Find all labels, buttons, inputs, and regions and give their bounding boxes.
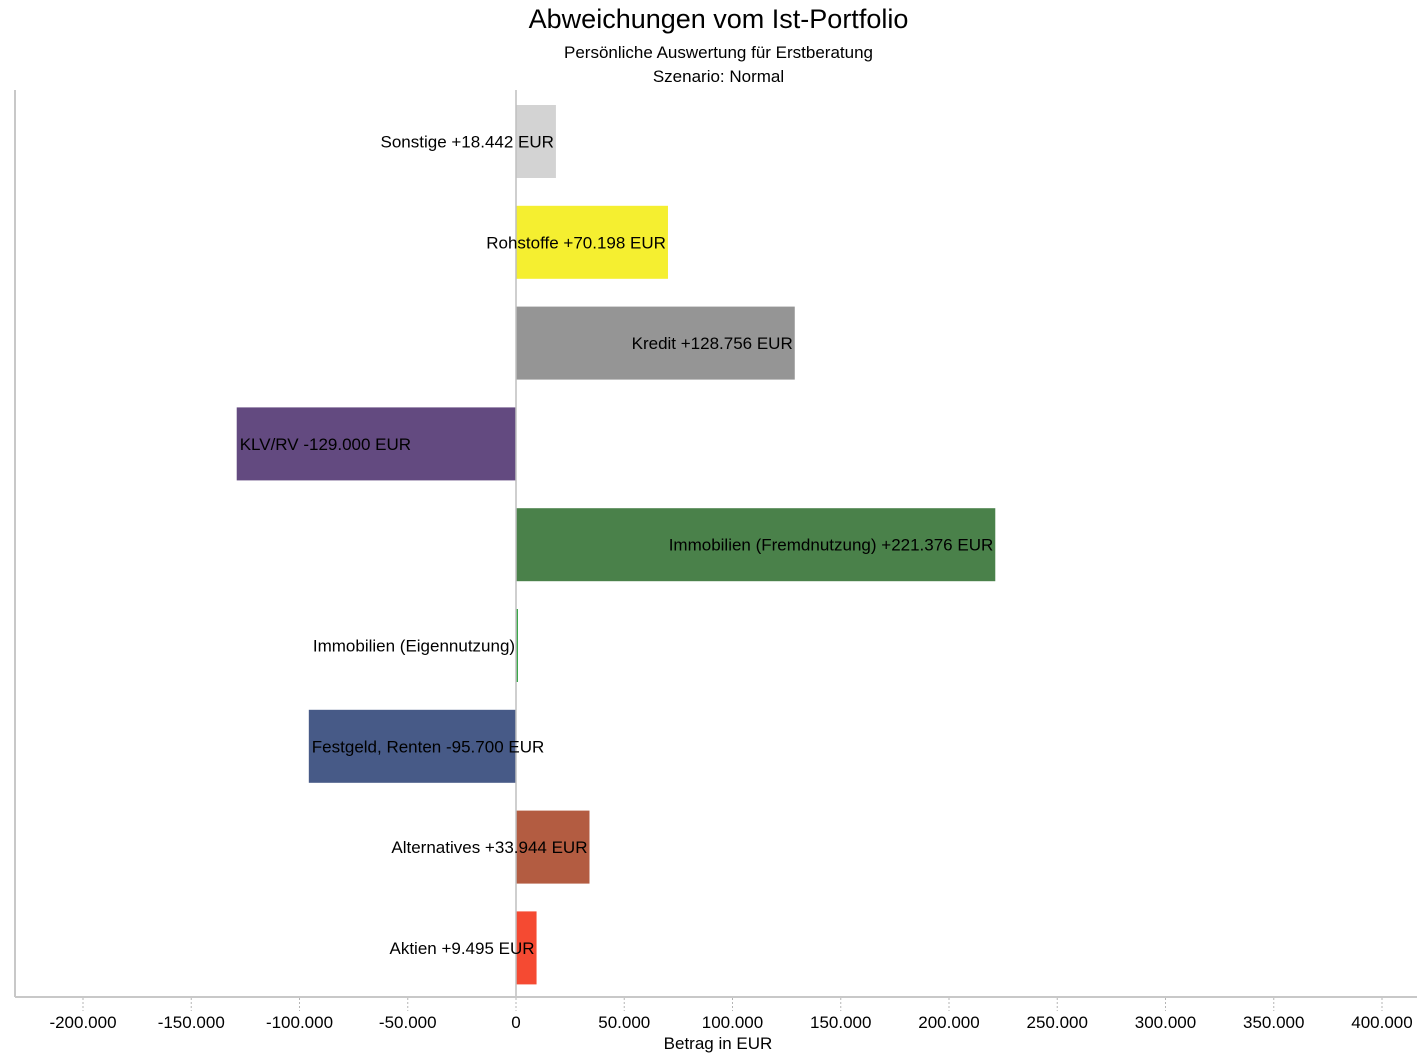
x-tick-label: -50.000 [379,1013,437,1032]
bar-label-immobilien-fremdnutzung: Immobilien (Fremdnutzung) +221.376 EUR [669,536,994,555]
bar-label-rohstoffe: Rohstoffe +70.198 EUR [486,233,666,252]
chart-title: Abweichungen vom Ist-Portfolio [528,4,909,34]
x-tick-label: 150.000 [810,1013,871,1032]
x-tick-label: 100.000 [702,1013,763,1032]
x-tick-label: 200.000 [918,1013,979,1032]
bar-immobilien-eigennutzung [516,609,518,682]
bar-label-sonstige: Sonstige +18.442 EUR [381,133,554,152]
x-axis-title: Betrag in EUR [664,1034,773,1053]
bar-festgeld-renten [308,709,516,783]
bar-label-klv-rv: KLV/RV -129.000 EUR [240,435,411,454]
x-tick-label: 400.000 [1351,1013,1412,1032]
bar-alternatives [516,810,590,884]
chart-scenario: Szenario: Normal [652,67,785,86]
bar-klv-rv [236,407,516,481]
x-tick-label: 50.000 [598,1013,650,1032]
bar-label-festgeld-renten: Festgeld, Renten -95.700 EUR [312,737,544,756]
bars-layer [236,105,996,985]
x-tick-label: -100.000 [266,1013,333,1032]
bar-immobilien-fremdnutzung [516,508,996,582]
labels-layer: Sonstige +18.442 EUR Rohstoffe +70.198 EU… [240,133,994,958]
chart-subtitle: Persönliche Auswertung für Erstberatung [563,43,873,62]
x-tick-label: -200.000 [49,1013,116,1032]
x-tick-label: 350.000 [1243,1013,1304,1032]
bar-label-aktien: Aktien +9.495 EUR [389,939,534,958]
bar-label-immobilien-eigennutzung: Immobilien (Eigennutzung) [313,637,515,656]
x-tick-label: -150.000 [158,1013,225,1032]
bar-label-kredit: Kredit +128.756 EUR [632,334,793,353]
bar-label-alternatives: Alternatives +33.944 EUR [391,838,587,857]
x-tick-label: 250.000 [1027,1013,1088,1032]
bar-sonstige [516,105,556,178]
x-tick-label: 0 [511,1013,520,1032]
bar-aktien [516,911,537,985]
bar-rohstoffe [516,205,668,279]
bar-kredit [516,306,795,380]
x-tick-label: 300.000 [1135,1013,1196,1032]
axes-layer: -200.000 -150.000 -100.000 -50.000 0 50.000 10… [14,90,1417,1053]
